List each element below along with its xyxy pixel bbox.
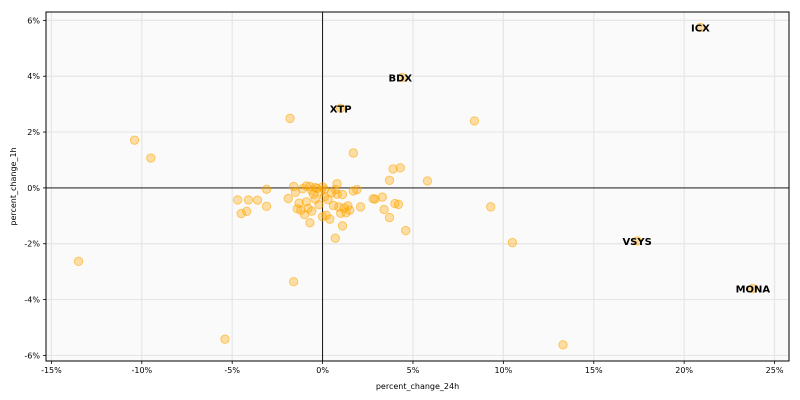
scatter-point bbox=[220, 334, 230, 344]
scatter-point bbox=[319, 184, 330, 194]
scatter-point bbox=[337, 221, 348, 231]
scatter-point bbox=[379, 204, 389, 215]
y-tick-label: 0% bbox=[27, 184, 40, 193]
scatter-point bbox=[301, 197, 312, 207]
scatter-point bbox=[337, 189, 348, 200]
scatter-point bbox=[261, 184, 272, 194]
scatter-point bbox=[401, 225, 411, 236]
point-annotation: MONA bbox=[736, 284, 771, 295]
x-tick-label: -15% bbox=[41, 366, 62, 375]
x-tick-label: -10% bbox=[131, 366, 152, 375]
scatter-point bbox=[486, 202, 496, 212]
scatter-point bbox=[290, 187, 301, 198]
y-axis-label: percent_change_1h bbox=[9, 147, 18, 225]
scatter-point bbox=[748, 283, 758, 294]
scatter-point bbox=[307, 206, 317, 216]
scatter-point bbox=[285, 113, 295, 124]
y-tick-label: 2% bbox=[27, 128, 40, 137]
y-axis-ticks: -6% -4% -2% 0% 2% 4% 6% bbox=[24, 16, 46, 360]
scatter-point bbox=[370, 194, 380, 204]
point-annotation: ICX bbox=[691, 23, 710, 34]
x-tick-label: 10% bbox=[494, 366, 512, 375]
point-annotation: BDX bbox=[389, 74, 413, 85]
scatter-point bbox=[352, 184, 362, 195]
scatter-point bbox=[314, 199, 324, 210]
scatter-point bbox=[469, 116, 480, 126]
scatter-point bbox=[283, 193, 293, 204]
scatter-point bbox=[422, 176, 433, 186]
scatter-point bbox=[294, 198, 304, 208]
scatter-point bbox=[355, 202, 366, 212]
scatter-point bbox=[390, 198, 400, 209]
scatter-point bbox=[146, 153, 156, 163]
scatter-point bbox=[384, 212, 395, 223]
x-axis-label: percent_change_24h bbox=[376, 382, 459, 391]
plot-frame bbox=[45, 11, 790, 362]
scatter-point bbox=[558, 340, 568, 350]
scatter-point bbox=[395, 163, 406, 173]
x-tick-label: -5% bbox=[224, 366, 240, 375]
scatter-point bbox=[317, 211, 328, 222]
scatter-point bbox=[241, 206, 252, 217]
y-tick-label: 6% bbox=[27, 16, 40, 25]
scatter-point bbox=[73, 256, 84, 267]
scatter-point bbox=[330, 184, 340, 195]
x-axis-ticks: -15% -10% -5% 0% 5% 10% 15% 20% 25% bbox=[41, 361, 784, 375]
x-tick-label: 0% bbox=[316, 366, 329, 375]
scatter-point bbox=[397, 72, 407, 83]
scatter-point bbox=[261, 201, 272, 212]
scatter-point bbox=[388, 164, 398, 174]
scatter-point bbox=[252, 195, 263, 205]
scatter-point bbox=[305, 218, 315, 228]
point-annotations: ICX BDX XTP VSYS MONA bbox=[330, 23, 771, 295]
x-tick-label: 25% bbox=[766, 366, 784, 375]
y-tick-label: -4% bbox=[24, 296, 40, 305]
scatter-point bbox=[330, 233, 340, 243]
plot-area bbox=[46, 12, 789, 361]
scatter-point bbox=[348, 148, 359, 158]
reference-lines bbox=[46, 12, 789, 361]
scatter-point bbox=[292, 204, 302, 214]
scatter-point bbox=[632, 236, 642, 246]
scatter-point bbox=[393, 199, 404, 210]
scatter-point bbox=[298, 184, 308, 194]
scatter-point bbox=[232, 195, 243, 205]
scatter-point bbox=[288, 277, 299, 287]
point-annotation: XTP bbox=[330, 104, 352, 115]
y-tick-label: -6% bbox=[24, 351, 40, 360]
scatter-point bbox=[695, 22, 706, 33]
scatter-point bbox=[328, 200, 339, 211]
y-tick-label: -2% bbox=[24, 240, 40, 249]
scatter-point bbox=[345, 205, 355, 215]
scatter-point bbox=[507, 237, 518, 248]
scatter-points bbox=[73, 22, 758, 350]
x-tick-label: 20% bbox=[675, 366, 693, 375]
scatter-point bbox=[377, 192, 387, 202]
scatter-point bbox=[335, 103, 346, 114]
x-tick-label: 5% bbox=[407, 366, 420, 375]
scatter-point bbox=[129, 135, 140, 145]
scatter-point bbox=[384, 175, 395, 186]
scatter-point bbox=[236, 208, 246, 219]
scatter-point bbox=[310, 182, 321, 193]
x-tick-label: 15% bbox=[585, 366, 603, 375]
scatter-point bbox=[243, 195, 254, 205]
y-tick-label: 4% bbox=[27, 72, 40, 81]
point-annotation: VSYS bbox=[622, 237, 651, 248]
